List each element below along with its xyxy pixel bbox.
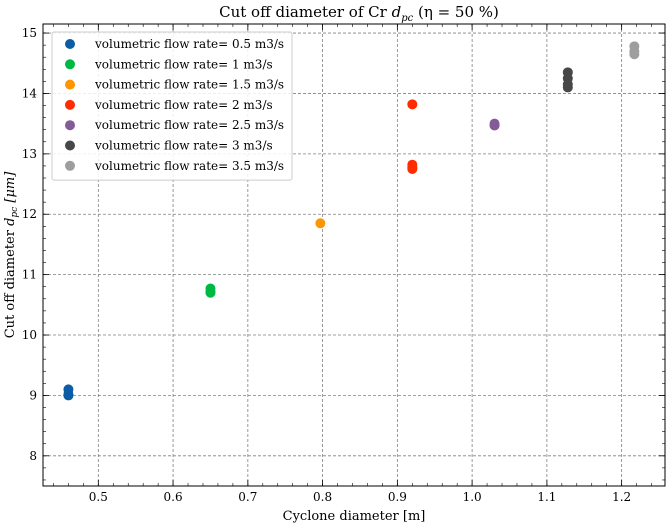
legend-label: volumetric flow rate= 2.5 m3/s bbox=[94, 118, 284, 132]
series-2 bbox=[315, 218, 326, 229]
y-tick-label: 11 bbox=[22, 268, 37, 282]
legend-marker bbox=[65, 99, 75, 110]
chart-title-symbol: d bbox=[392, 3, 402, 21]
plot-frame bbox=[42, 23, 666, 487]
chart-title-post: (η = 50 %) bbox=[413, 3, 499, 21]
x-tick-label: 0.7 bbox=[238, 490, 257, 504]
chart-title: Cut off diameter of Cr dpc (η = 50 %) bbox=[219, 3, 499, 24]
legend-label: volumetric flow rate= 0.5 m3/s bbox=[94, 37, 284, 51]
y-tick-label: 8 bbox=[29, 449, 37, 463]
data-point bbox=[562, 67, 573, 78]
y-axis-label-subscript: pc bbox=[10, 207, 20, 218]
legend-marker bbox=[65, 39, 75, 49]
data-point bbox=[315, 218, 326, 229]
y-tick-label: 13 bbox=[22, 147, 37, 161]
legend-marker bbox=[65, 59, 75, 70]
data-point bbox=[63, 384, 74, 395]
y-tick-label: 9 bbox=[29, 388, 37, 402]
y-tick-label: 15 bbox=[22, 26, 37, 40]
y-axis-label-post: [μm] bbox=[3, 171, 18, 207]
series-5 bbox=[562, 67, 573, 93]
legend-marker bbox=[65, 140, 75, 151]
chart-title-subscript: pc bbox=[401, 13, 413, 24]
data-point bbox=[489, 118, 500, 129]
legend-box bbox=[51, 31, 293, 181]
x-tick-label: 1.0 bbox=[463, 490, 482, 504]
y-tick-label: 10 bbox=[22, 328, 37, 342]
data-point bbox=[629, 41, 640, 52]
x-tick-label: 1.2 bbox=[612, 490, 631, 504]
legend-label: volumetric flow rate= 1.5 m3/s bbox=[94, 78, 284, 92]
series-3 bbox=[407, 99, 418, 174]
series-4 bbox=[489, 118, 500, 131]
y-axis-label-symbol: d bbox=[3, 218, 18, 226]
legend-marker bbox=[65, 160, 75, 171]
y-axis-label: Cut off diameter dpc [μm] bbox=[3, 171, 20, 339]
legend: volumetric flow rate= 0.5 m3/s volumetric… bbox=[51, 31, 293, 181]
x-tick-label: 0.6 bbox=[164, 490, 183, 504]
legend-label: volumetric flow rate= 1 m3/s bbox=[94, 57, 273, 71]
x-axis-label: Cyclone diameter [m] bbox=[283, 509, 426, 524]
data-point bbox=[205, 283, 216, 294]
tick-labels: 0.5 0.6 0.7 0.8 0.9 1.0 1.1 1.2 8 9 10 11 12 13 14 15 bbox=[22, 26, 631, 504]
x-tick-label: 1.1 bbox=[537, 490, 556, 504]
x-tick-label: 0.9 bbox=[388, 490, 407, 504]
legend-label: volumetric flow rate= 3 m3/s bbox=[94, 139, 273, 153]
data-points bbox=[63, 41, 640, 401]
y-tick-label: 14 bbox=[22, 86, 38, 100]
legend-marker bbox=[65, 79, 75, 90]
chart-title-pre: Cut off diameter of Cr bbox=[219, 3, 391, 21]
series-6 bbox=[629, 41, 640, 60]
legend-label: volumetric flow rate= 2 m3/s bbox=[94, 98, 273, 112]
legend-marker bbox=[65, 120, 75, 131]
data-point bbox=[407, 159, 418, 170]
y-axis-label-pre: Cut off diameter bbox=[3, 226, 18, 338]
series-0 bbox=[63, 384, 74, 401]
data-point bbox=[407, 99, 418, 110]
legend-label: volumetric flow rate= 3.5 m3/s bbox=[94, 159, 284, 173]
x-tick-label: 0.8 bbox=[313, 490, 332, 504]
series-1 bbox=[205, 283, 216, 298]
y-tick-label: 12 bbox=[22, 207, 37, 221]
x-tick-label: 0.5 bbox=[89, 490, 108, 504]
